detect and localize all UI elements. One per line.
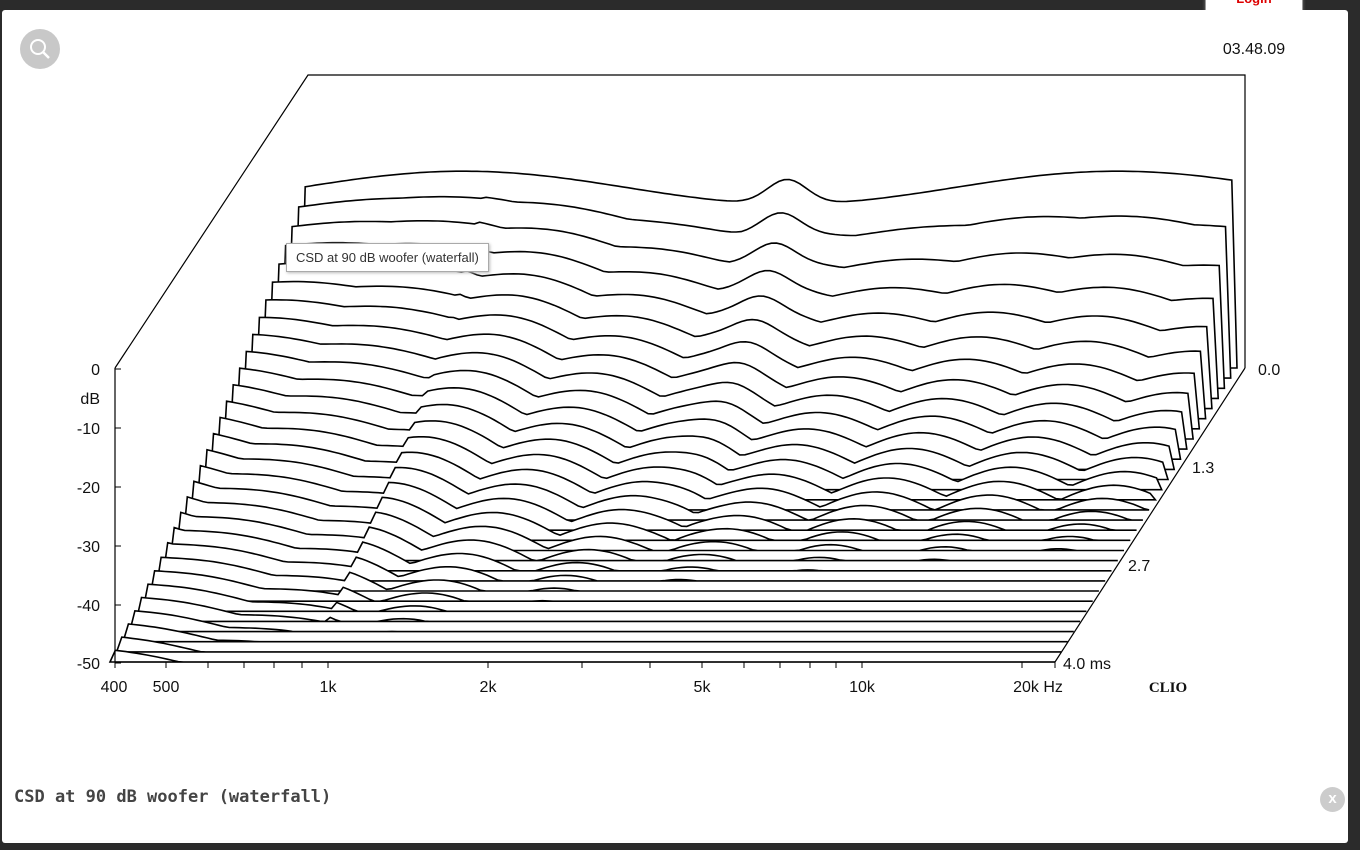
x-label: 500 [153, 679, 180, 696]
y-label: dB [80, 391, 100, 408]
y-label: -10 [77, 421, 100, 438]
waterfall-curves [108, 170, 1238, 663]
time-label: 2.7 [1128, 558, 1150, 575]
y-label: -20 [77, 480, 100, 497]
waterfall-slice [135, 596, 1081, 623]
timestamp: 03.48.09 [1223, 41, 1285, 58]
y-label: -50 [77, 656, 100, 673]
y-label: -40 [77, 598, 100, 615]
time-label: 1.3 [1192, 460, 1214, 477]
waterfall-slice [181, 495, 1124, 552]
waterfall-slice [115, 636, 1062, 653]
y-label: -30 [77, 539, 100, 556]
close-button[interactable]: x [1320, 787, 1345, 812]
waterfall-slice [187, 480, 1131, 542]
caption: CSD at 90 dB woofer (waterfall) [14, 787, 332, 807]
chart-frame [114, 74, 1246, 663]
x-label: 2k [480, 679, 498, 696]
waterfall-slice [174, 511, 1118, 562]
x-label: 5k [694, 679, 712, 696]
back-frame [114, 74, 1246, 369]
waterfall-slice [148, 569, 1093, 602]
x-label: 400 [101, 679, 128, 696]
time-axis [1054, 367, 1246, 663]
zoom-button[interactable] [20, 29, 60, 69]
x-label: 20k Hz [1013, 679, 1063, 696]
search-icon [30, 39, 50, 59]
time-label: 0.0 [1258, 362, 1280, 379]
waterfall-slice [141, 583, 1087, 613]
tooltip: CSD at 90 dB woofer (waterfall) [286, 243, 489, 272]
brand-label: CLIO [1149, 680, 1187, 696]
time-label: 4.0 ms [1063, 656, 1111, 673]
y-label: 0 [91, 362, 100, 379]
waterfall-slice [128, 609, 1074, 633]
x-label: 1k [320, 679, 338, 696]
waterfall-slice [122, 623, 1068, 643]
x-label: 10k [849, 679, 876, 696]
